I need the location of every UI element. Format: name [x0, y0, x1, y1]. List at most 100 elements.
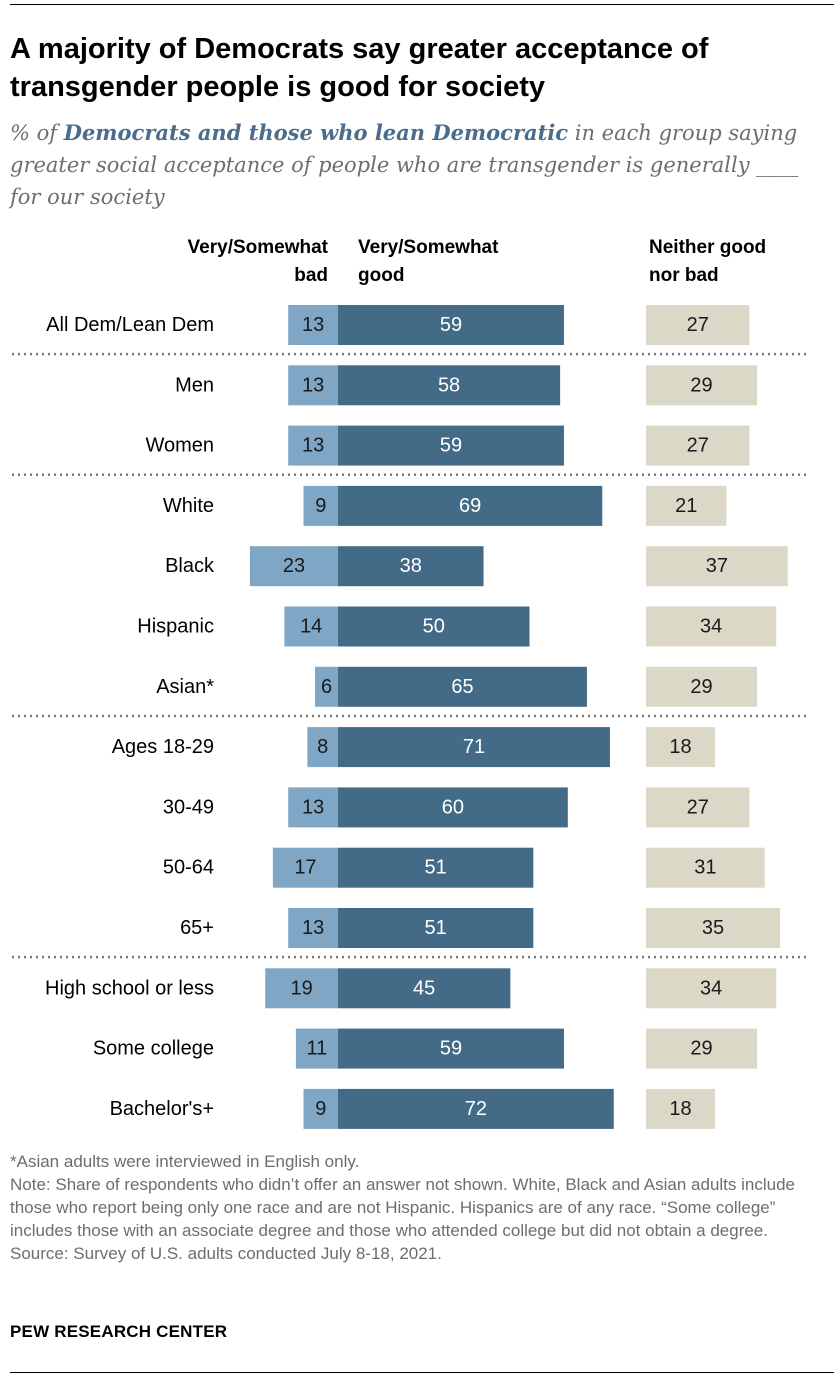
data-label-neither: 29	[690, 374, 712, 396]
bar-good	[338, 727, 610, 768]
bar-good	[338, 485, 603, 526]
column-header-neither-line1: Neither good	[649, 237, 767, 258]
column-header-good: Very/Somewhat good	[358, 234, 498, 290]
data-label-bad: 9	[315, 495, 326, 517]
bar-good	[338, 908, 534, 948]
bar-bad	[288, 365, 338, 406]
bar-neither	[646, 666, 758, 707]
bar-neither	[646, 847, 765, 888]
footnotes: *Asian adults were interviewed in Englis…	[10, 1150, 830, 1265]
brand-logo-text: PEW RESEARCH CENTER	[10, 1322, 228, 1341]
bar-bad	[303, 1088, 338, 1129]
bar-neither	[646, 968, 777, 1009]
data-label-neither: 37	[706, 555, 728, 577]
data-label-neither: 18	[669, 1098, 691, 1120]
data-label-good: 71	[463, 736, 485, 758]
category-label: Ages 18-29	[112, 736, 214, 758]
subtitle-suffix: in each group saying greater social acce…	[10, 121, 799, 209]
data-label-good: 58	[438, 374, 460, 396]
category-label: Asian*	[156, 676, 214, 698]
data-label-neither: 21	[675, 495, 697, 517]
column-header-good-line2: good	[358, 265, 405, 286]
bar-bad	[307, 727, 338, 768]
data-label-good: 59	[440, 435, 462, 457]
column-header-neither-line2: nor bad	[649, 265, 719, 286]
column-header-bad-line2: bad	[294, 265, 328, 286]
bar-neither	[646, 1088, 715, 1129]
data-label-neither: 34	[700, 977, 722, 999]
category-label: High school or less	[45, 977, 214, 999]
category-label: 30-49	[163, 796, 214, 818]
bar-good	[338, 1028, 564, 1069]
bar-bad	[288, 908, 338, 948]
data-label-bad: 19	[290, 977, 312, 999]
data-label-good: 51	[425, 857, 447, 879]
data-label-good: 59	[440, 314, 462, 336]
data-label-good: 69	[459, 495, 481, 517]
subtitle-prefix: % of	[10, 121, 64, 145]
bar-bad	[272, 847, 338, 888]
data-label-neither: 35	[702, 917, 724, 939]
data-label-good: 50	[423, 616, 445, 638]
category-label: Some college	[93, 1038, 214, 1060]
category-label: Black	[165, 555, 215, 577]
data-label-bad: 13	[302, 435, 324, 457]
bar-good	[338, 425, 564, 466]
category-label: Hispanic	[137, 616, 214, 638]
category-label: White	[163, 495, 214, 517]
bar-neither	[646, 787, 750, 828]
bar-good	[338, 666, 587, 707]
data-label-bad: 13	[302, 314, 324, 336]
data-label-neither: 18	[669, 736, 691, 758]
data-label-good: 65	[451, 676, 473, 698]
bar-bad	[295, 1028, 338, 1069]
bar-good	[338, 365, 561, 406]
column-header-bad-line1: Very/Somewhat	[187, 237, 328, 258]
data-label-neither: 34	[700, 616, 722, 638]
bar-good	[338, 968, 511, 1009]
data-label-bad: 13	[302, 917, 324, 939]
data-label-bad: 8	[317, 736, 328, 758]
source-note: Source: Survey of U.S. adults conducted …	[10, 1244, 442, 1263]
category-label: Men	[175, 374, 214, 396]
data-label-neither: 27	[687, 435, 709, 457]
subtitle-highlight: Democrats and those who lean Democratic	[63, 120, 569, 145]
bar-bad	[303, 485, 338, 526]
column-header-bad: Very/Somewhat bad	[150, 234, 328, 290]
bar-bad	[265, 968, 338, 1009]
data-label-good: 45	[413, 977, 435, 999]
data-label-bad: 13	[302, 796, 324, 818]
data-label-bad: 17	[294, 857, 316, 879]
bottom-rule	[10, 1372, 834, 1373]
bar-bad	[288, 305, 338, 345]
data-label-neither: 27	[687, 796, 709, 818]
data-label-bad: 9	[315, 1098, 326, 1120]
bar-neither	[646, 365, 758, 406]
column-header-neither: Neither good nor bad	[649, 234, 766, 290]
bar-bad	[249, 546, 338, 587]
bar-neither	[646, 908, 781, 948]
bar-neither	[646, 305, 750, 345]
data-label-bad: 6	[321, 676, 332, 698]
data-label-bad: 13	[302, 374, 324, 396]
category-label: 50-64	[163, 857, 214, 879]
data-label-bad: 23	[283, 555, 305, 577]
category-label: Women	[145, 435, 214, 457]
bar-neither	[646, 606, 777, 647]
data-label-good: 51	[425, 917, 447, 939]
asterisk-note: *Asian adults were interviewed in Englis…	[10, 1152, 360, 1171]
bar-bad	[288, 787, 338, 828]
top-rule	[10, 4, 834, 5]
bar-neither	[646, 1028, 758, 1069]
bar-bad	[288, 425, 338, 466]
bar-good	[338, 546, 484, 587]
bar-neither	[646, 727, 715, 768]
category-label: 65+	[180, 917, 214, 939]
bar-neither	[646, 546, 788, 587]
bar-good	[338, 606, 530, 647]
data-label-neither: 29	[690, 676, 712, 698]
bar-good	[338, 847, 534, 888]
bar-good	[338, 787, 568, 828]
data-label-neither: 29	[690, 1038, 712, 1060]
data-label-good: 38	[400, 555, 422, 577]
